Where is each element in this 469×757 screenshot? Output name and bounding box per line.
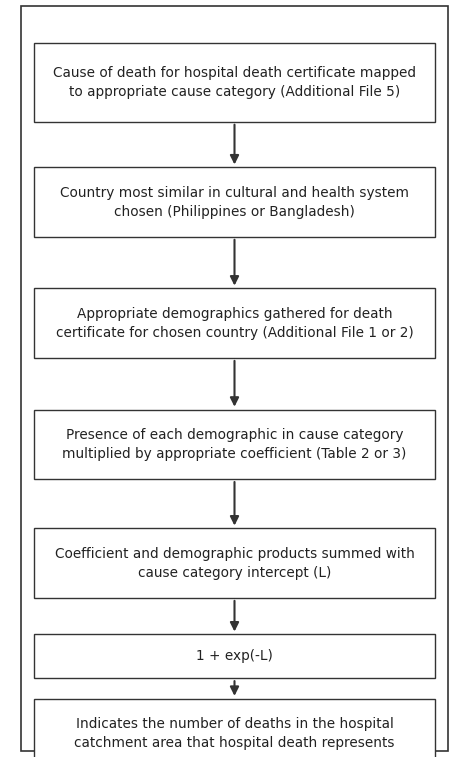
Text: Appropriate demographics gathered for death
certificate for chosen country (Addi: Appropriate demographics gathered for de… bbox=[56, 307, 413, 340]
Bar bbox=[34, 288, 435, 358]
Text: Country most similar in cultural and health system
chosen (Philippines or Bangla: Country most similar in cultural and hea… bbox=[60, 185, 409, 219]
Bar bbox=[34, 699, 435, 757]
Text: Indicates the number of deaths in the hospital
catchment area that hospital deat: Indicates the number of deaths in the ho… bbox=[74, 717, 395, 750]
Bar bbox=[34, 410, 435, 479]
Text: Coefficient and demographic products summed with
cause category intercept (L): Coefficient and demographic products sum… bbox=[54, 547, 415, 580]
Bar bbox=[34, 43, 435, 122]
Text: Presence of each demographic in cause category
multiplied by appropriate coeffic: Presence of each demographic in cause ca… bbox=[62, 428, 407, 461]
Bar bbox=[34, 634, 435, 678]
Text: 1 + exp(-L): 1 + exp(-L) bbox=[196, 650, 273, 663]
Bar bbox=[34, 528, 435, 598]
Bar bbox=[34, 167, 435, 237]
Text: Cause of death for hospital death certificate mapped
to appropriate cause catego: Cause of death for hospital death certif… bbox=[53, 66, 416, 99]
